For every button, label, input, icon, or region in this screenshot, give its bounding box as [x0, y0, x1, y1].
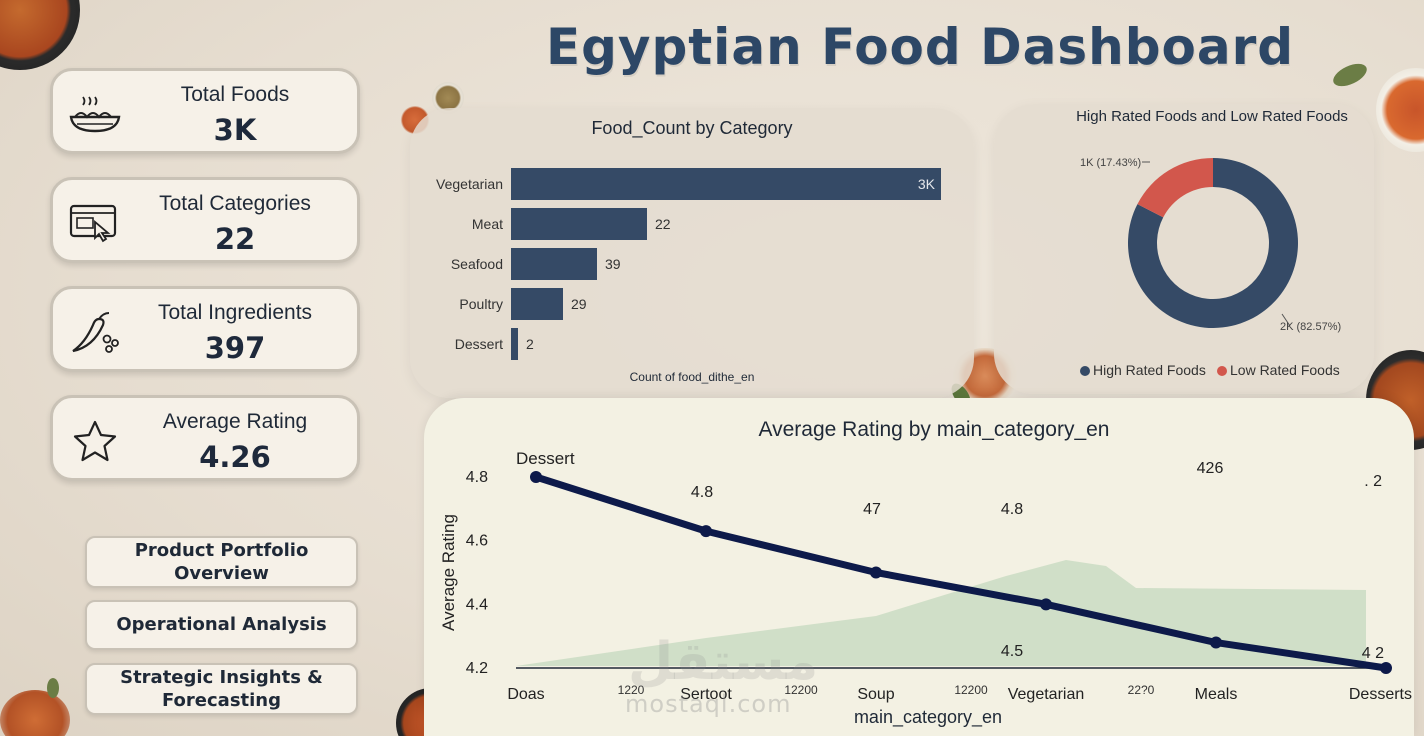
bar-data-label: 2: [526, 336, 534, 352]
donut-chart: 2K (82.57%) 1K (17.43%) High Rated Foods Lo…: [1080, 157, 1341, 378]
kpi-value: 22: [214, 222, 256, 256]
bar-data-label: 39: [605, 256, 621, 272]
y-tick-label: 4.4: [466, 596, 488, 613]
data-annotation: 47: [863, 501, 881, 518]
y-tick-label: 4.8: [466, 469, 488, 486]
kpi-card-total-ingredients: Total Ingredients 397: [50, 286, 360, 372]
x-tick-label: Doas: [507, 686, 544, 703]
data-annotation: 4.8: [1001, 501, 1023, 518]
leaf-icon: [47, 678, 59, 698]
data-annotation: 4.5: [1001, 643, 1023, 660]
data-point: [1210, 636, 1222, 649]
watermark-arabic: مستقل: [628, 632, 819, 692]
legend-marker: [1217, 366, 1227, 376]
x-tick-label: Soup: [857, 686, 894, 703]
noodles-bowl-icon: [69, 96, 121, 133]
series-line: [532, 473, 1390, 672]
bar-data-label: 3K: [918, 176, 936, 192]
dashboard-title: Egyptian Food Dashboard: [545, 18, 1295, 76]
nav-button-product-portfolio[interactable]: Product Portfolio Overview: [85, 536, 358, 588]
legend-marker: [1080, 366, 1090, 376]
kpi-label: Average Rating: [162, 410, 308, 433]
nav-button-operational-analysis[interactable]: Operational Analysis: [85, 600, 358, 650]
y-tick-label: 4.2: [466, 660, 488, 677]
data-point: [870, 566, 882, 579]
data-annotation: 4 2: [1362, 645, 1384, 662]
kpi-label: Total Categories: [159, 192, 311, 215]
leaf-icon: [1333, 63, 1367, 87]
bar-category-label: Seafood: [451, 256, 503, 272]
donut-leader-line: [1281, 313, 1291, 327]
legend-label: High Rated Foods: [1093, 362, 1206, 378]
kpi-card-total-categories: Total Categories 22: [50, 177, 360, 263]
data-annotation: 4.8: [691, 484, 713, 501]
kpi-label: Total Ingredients: [157, 301, 313, 324]
bar-chart: Vegetarian 3K Meat 22 Seafood 39 Poultry 29 Dess…: [436, 168, 941, 360]
star-icon: [73, 420, 117, 462]
donut-chart-title: High Rated Foods and Low Rated Foods: [1076, 108, 1348, 125]
line-chart-panel: Average Rating by main_category_en 4.8 4.…: [424, 398, 1414, 736]
kpi-card-total-foods: Total Foods 3K: [50, 68, 360, 154]
donut-chart-panel: High Rated Foods and Low Rated Foods 2K …: [994, 104, 1374, 394]
screen-cursor-icon: [69, 204, 117, 243]
data-point: [530, 471, 542, 483]
x-tick-label: Sertoot: [680, 686, 732, 703]
data-annotation: 426: [1197, 460, 1224, 477]
x-tick-label: Desserts: [1349, 686, 1412, 703]
bar: [511, 168, 941, 200]
kpi-value: 397: [204, 331, 266, 365]
bar: [511, 328, 518, 360]
food-plate-image: [0, 690, 70, 736]
bar-chart-title: Food_Count by Category: [591, 118, 793, 138]
bar: [511, 208, 647, 240]
data-point: [1040, 598, 1052, 611]
bar-category-label: Dessert: [455, 336, 503, 352]
y-axis-label: Average Rating: [439, 514, 458, 631]
donut-slice-label: 2K (82.57%): [1280, 321, 1341, 333]
x-minor-tick-label: 1220: [618, 683, 645, 697]
bar-chart-panel: Food_Count by Category Vegetarian 3K Meat 2…: [410, 108, 974, 398]
kpi-label: Total Foods: [180, 83, 290, 106]
data-annotation: . 2: [1364, 473, 1382, 490]
bar: [511, 248, 597, 280]
kpi-value: 4.26: [199, 440, 271, 474]
kpi-card-average-rating: Average Rating 4.26: [50, 395, 360, 481]
watermark-text: mostaql.com: [625, 690, 792, 718]
x-tick-label: Meals: [1195, 686, 1238, 703]
legend-label: Low Rated Foods: [1230, 362, 1340, 378]
donut-slice: [1128, 158, 1298, 328]
data-point: [700, 525, 712, 538]
bar-chart-xlabel: Count of food_dithe_en: [629, 370, 755, 384]
line-chart: 4.8 4.6 4.4 4.2 Average Rating Doas Sertoot Sou…: [439, 449, 1412, 703]
kpi-value: 3K: [213, 113, 257, 147]
donut-slice: [1137, 158, 1213, 218]
data-point: [1380, 662, 1392, 674]
x-minor-tick-label: 12200: [954, 683, 988, 697]
bar-data-label: 29: [571, 296, 587, 312]
area-background: [516, 560, 1366, 666]
x-minor-tick-label: 22?0: [1128, 683, 1155, 697]
donut-slice-label: 1K (17.43%): [1080, 157, 1141, 169]
line-chart-title: Average Rating by main_category_en: [758, 418, 1110, 441]
data-annotation: Dessert: [516, 449, 575, 468]
bar: [511, 288, 563, 320]
bar-category-label: Poultry: [459, 296, 503, 312]
y-tick-label: 4.6: [466, 533, 488, 550]
line-chart-xlabel: main_category_en: [853, 707, 1003, 727]
chili-pepper-icon: [72, 312, 119, 353]
x-minor-tick-label: 12200: [784, 683, 818, 697]
bar-category-label: Meat: [472, 216, 503, 232]
nav-button-strategic-insights[interactable]: Strategic Insights & Forecasting: [85, 663, 358, 715]
x-tick-label: Vegetarian: [1008, 686, 1085, 703]
bar-category-label: Vegetarian: [436, 176, 503, 192]
bar-data-label: 22: [655, 216, 671, 232]
